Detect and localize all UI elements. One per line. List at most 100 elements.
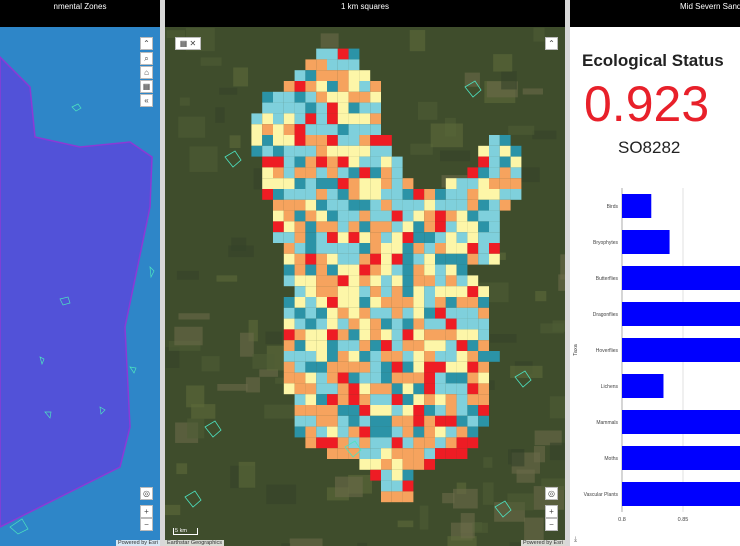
locate-button[interactable]: ◎ bbox=[545, 487, 558, 500]
map-cell bbox=[381, 448, 392, 459]
map-cell bbox=[294, 351, 306, 362]
zoom-in[interactable]: + bbox=[140, 505, 153, 518]
map-cell bbox=[456, 351, 468, 362]
map-cell bbox=[337, 70, 349, 81]
map-cell bbox=[445, 221, 457, 233]
map-cell bbox=[391, 264, 403, 276]
map-cell bbox=[305, 415, 317, 427]
map-cell bbox=[294, 243, 306, 254]
map-cell bbox=[413, 426, 425, 438]
map-tools[interactable]: ▦ ✕ bbox=[175, 37, 201, 50]
terrain bbox=[240, 332, 254, 357]
map-cell bbox=[402, 307, 414, 319]
zoom-out[interactable]: − bbox=[140, 518, 153, 531]
map-cell bbox=[381, 394, 392, 405]
terrain bbox=[510, 365, 543, 378]
map-cell bbox=[316, 221, 327, 233]
map-cell bbox=[489, 199, 500, 211]
map-cell bbox=[305, 59, 317, 71]
map-cell bbox=[359, 329, 371, 341]
map-cell bbox=[262, 167, 273, 179]
bar bbox=[622, 374, 664, 398]
map-cell bbox=[445, 361, 457, 373]
map-cell bbox=[305, 81, 317, 92]
terrain bbox=[179, 97, 190, 106]
map-cell bbox=[402, 394, 414, 405]
map-cell bbox=[327, 124, 338, 135]
map-cell bbox=[316, 318, 327, 330]
map-cell bbox=[381, 145, 392, 157]
terrain bbox=[178, 313, 210, 320]
map-cell bbox=[359, 156, 371, 168]
map-cell bbox=[316, 70, 327, 81]
map-cell bbox=[391, 394, 403, 405]
map-cell bbox=[391, 307, 403, 319]
terrain bbox=[533, 27, 545, 42]
map-cell bbox=[283, 351, 295, 362]
map-cell bbox=[391, 383, 403, 395]
locate-button[interactable]: ◎ bbox=[140, 487, 153, 500]
map-cell bbox=[381, 178, 392, 189]
map-cell bbox=[294, 91, 306, 103]
map-cell bbox=[478, 297, 489, 308]
map-cell bbox=[402, 480, 414, 492]
map-cell bbox=[402, 361, 414, 373]
map-cell bbox=[489, 232, 500, 243]
map-cell bbox=[402, 199, 414, 211]
map-cell bbox=[283, 145, 295, 157]
map-cell bbox=[359, 145, 371, 157]
map-cell bbox=[445, 189, 457, 200]
map-cell bbox=[467, 210, 479, 222]
map-cell bbox=[413, 275, 425, 287]
map-cell bbox=[327, 189, 338, 200]
search-button[interactable]: ⌕ bbox=[140, 52, 153, 65]
home-button[interactable]: ⌂ bbox=[140, 66, 153, 79]
collapse-button[interactable]: ⌃ bbox=[545, 37, 558, 50]
map-cell bbox=[381, 243, 392, 254]
map-cell bbox=[424, 199, 435, 211]
map-cell bbox=[273, 221, 284, 233]
map-cell bbox=[435, 361, 446, 373]
terrain bbox=[289, 538, 323, 546]
map-cell bbox=[381, 264, 392, 276]
map-cell bbox=[262, 178, 273, 189]
map-cell bbox=[402, 275, 414, 287]
zoom-button[interactable]: ⌃ bbox=[140, 37, 153, 50]
attribution: Powered by Esri bbox=[520, 540, 565, 546]
map-cell bbox=[348, 178, 360, 189]
map-cell bbox=[316, 329, 327, 341]
map-cell bbox=[305, 113, 317, 125]
map-cell bbox=[435, 340, 446, 351]
map-cell bbox=[381, 135, 392, 146]
collapse-button[interactable]: « bbox=[140, 94, 153, 107]
map-cell bbox=[359, 318, 371, 330]
map-cell bbox=[337, 167, 349, 179]
terrain bbox=[397, 520, 414, 528]
zoom-in[interactable]: + bbox=[545, 505, 558, 518]
panel-title: Mid Severn Sandst bbox=[680, 2, 740, 11]
map-cell bbox=[305, 372, 317, 384]
map-cell bbox=[359, 135, 371, 146]
map-cell bbox=[370, 199, 381, 211]
map-cell bbox=[413, 264, 425, 276]
map-cell bbox=[467, 329, 479, 341]
map-cell bbox=[499, 135, 511, 146]
terrain bbox=[409, 30, 426, 52]
map-cell bbox=[456, 448, 468, 459]
map-cell bbox=[370, 383, 381, 395]
map-cell bbox=[467, 286, 479, 297]
map-cell bbox=[262, 135, 273, 146]
map-cell bbox=[510, 167, 522, 179]
basemap-button[interactable]: ▦ bbox=[140, 80, 153, 93]
map-cell bbox=[478, 329, 489, 341]
download-icon[interactable]: ⤓ bbox=[574, 536, 578, 543]
map-cell bbox=[445, 351, 457, 362]
map-cell bbox=[478, 156, 489, 168]
map-cell bbox=[337, 286, 349, 297]
map-cell bbox=[348, 81, 360, 92]
zoom-out[interactable]: − bbox=[545, 518, 558, 531]
map-cell bbox=[337, 135, 349, 146]
map-cell bbox=[424, 286, 435, 297]
map-cell bbox=[402, 351, 414, 362]
map-cell bbox=[445, 232, 457, 243]
